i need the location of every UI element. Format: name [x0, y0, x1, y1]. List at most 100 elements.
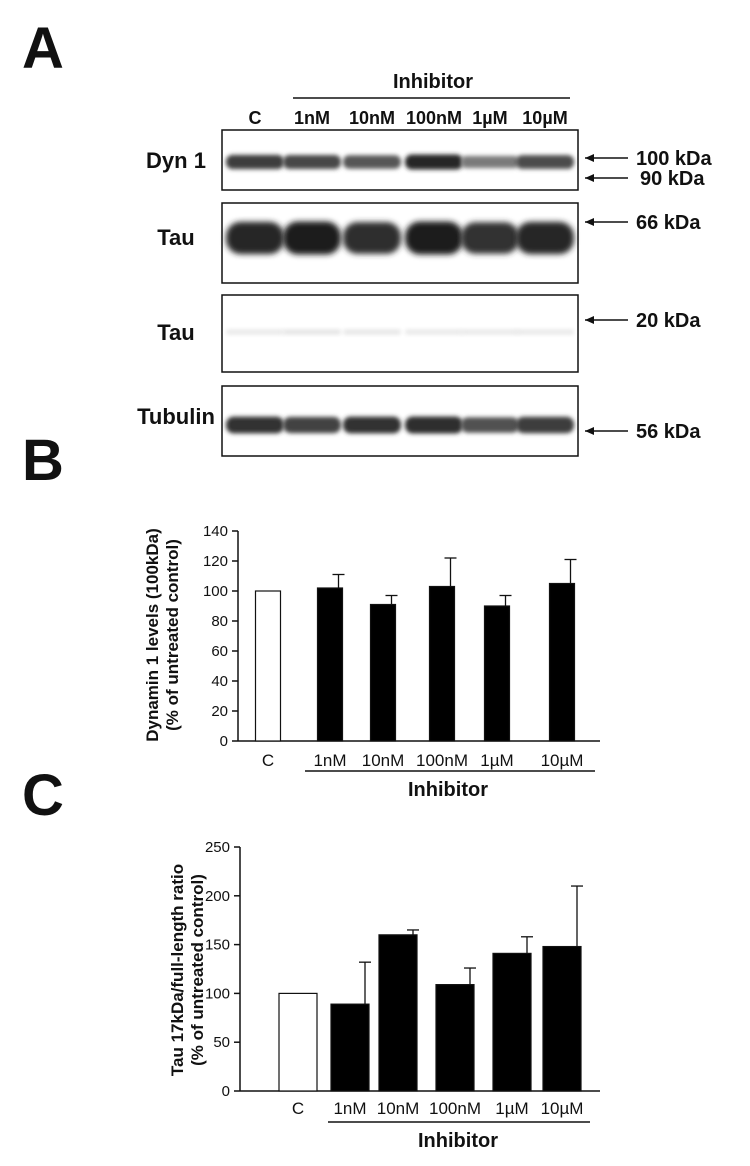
bar: [483, 605, 511, 742]
blot-row: Tau 66 kDa: [157, 202, 701, 284]
blot-lane-labels: C 1nM 10nM 100nM 1µM 10µM: [249, 108, 568, 128]
x-tick-label: 10µM: [541, 1099, 584, 1118]
y-tick-label: 60: [211, 643, 228, 660]
marker-arrowhead: [585, 154, 594, 162]
blot-band: [461, 329, 519, 335]
blot-band: [461, 222, 519, 254]
marker-label: 100 kDa: [636, 148, 712, 170]
chart-b-ylabel-line2: (% of untreated control): [163, 539, 182, 731]
blot-lane-label: 10nM: [349, 108, 395, 128]
blot-row-label: Tubulin: [137, 404, 215, 429]
blot-band: [226, 329, 284, 335]
blot-band: [343, 222, 401, 254]
x-tick-label: 10nM: [377, 1099, 420, 1118]
x-tick-label: 10µM: [541, 751, 584, 770]
blot-band: [283, 221, 341, 255]
y-tick-label: 0: [222, 1083, 230, 1100]
blot-row-label: Tau: [157, 225, 194, 250]
y-tick-label: 0: [220, 733, 228, 750]
bar: [435, 984, 475, 1092]
marker-label: 90 kDa: [640, 168, 705, 190]
y-tick-label: 50: [213, 1034, 230, 1051]
y-tick-label: 20: [211, 703, 228, 720]
x-tick-label: 1µM: [495, 1099, 528, 1118]
y-tick-label: 140: [203, 523, 228, 540]
marker-label: 66 kDa: [636, 212, 701, 234]
bar: [369, 603, 397, 742]
y-tick-label: 40: [211, 673, 228, 690]
blot-lane-label: 10µM: [522, 108, 567, 128]
blot-row: Tau 20 kDa: [157, 294, 701, 373]
chart-dynamin-levels: Dynamin 1 levels (100kDa) (% of untreate…: [143, 523, 600, 801]
blot-band: [405, 221, 463, 255]
blot-band: [461, 155, 519, 169]
blot-lane-label: C: [249, 108, 262, 128]
blot-band: [343, 155, 401, 169]
western-blot: Inhibitor C 1nM 10nM 100nM 1µM 10µM Dyn 1 100 …: [137, 71, 712, 457]
blot-band: [405, 329, 463, 335]
chart-c-ylabel: Tau 17kDa/full-length ratio (% of untrea…: [168, 864, 207, 1076]
blot-band: [343, 329, 401, 335]
blot-band: [516, 221, 574, 255]
bar: [492, 952, 532, 1092]
y-tick-label: 80: [211, 613, 228, 630]
x-tick-label: 1nM: [313, 751, 346, 770]
panel-label-c: C: [22, 763, 64, 828]
blot-row-label: Tau: [157, 320, 194, 345]
chart-c-xlabel: Inhibitor: [418, 1130, 498, 1152]
blot-lane-label: 1µM: [472, 108, 507, 128]
chart-c-ylabel-line1: Tau 17kDa/full-length ratio: [168, 864, 187, 1076]
x-tick-label: 100nM: [416, 751, 468, 770]
x-tick-label: 100nM: [429, 1099, 481, 1118]
marker-arrowhead: [585, 218, 594, 226]
blot-band: [283, 329, 341, 335]
blot-band: [226, 221, 284, 255]
chart-b-ylabel: Dynamin 1 levels (100kDa) (% of untreate…: [143, 528, 182, 742]
blot-band: [343, 416, 401, 434]
x-tick-label: 1nM: [333, 1099, 366, 1118]
blot-band: [226, 154, 284, 170]
blot-band: [516, 416, 574, 434]
marker-arrowhead: [585, 427, 594, 435]
blot-lane-label: 100nM: [406, 108, 462, 128]
bar: [428, 585, 456, 742]
panel-label-a: A: [22, 16, 64, 81]
chart-b-ylabel-line1: Dynamin 1 levels (100kDa): [143, 528, 162, 742]
blot-row-label: Dyn 1: [146, 148, 206, 173]
blot-band: [226, 416, 284, 434]
bar: [316, 587, 344, 742]
bar: [330, 1003, 370, 1092]
blot-lane-label: 1nM: [294, 108, 330, 128]
panel-label-b: B: [22, 428, 64, 493]
x-tick-label: 10nM: [362, 751, 405, 770]
blot-band: [283, 416, 341, 434]
blot-row: Tubulin 56 kDa: [137, 385, 701, 457]
x-tick-label: C: [292, 1099, 304, 1118]
chart-b-xlabel: Inhibitor: [408, 779, 488, 801]
x-tick-label: C: [262, 751, 274, 770]
y-tick-label: 100: [203, 583, 228, 600]
y-tick-label: 200: [205, 888, 230, 905]
marker-label: 20 kDa: [636, 310, 701, 332]
blot-band: [516, 329, 574, 335]
blot-band: [283, 155, 341, 169]
blot-band: [461, 417, 519, 433]
y-tick-label: 150: [205, 937, 230, 954]
x-tick-label: 1µM: [480, 751, 513, 770]
marker-arrowhead: [585, 316, 594, 324]
bar: [542, 945, 582, 1092]
chart-c-ylabel-line2: (% of untreated control): [188, 874, 207, 1066]
marker-label: 56 kDa: [636, 421, 701, 443]
bar: [278, 992, 318, 1092]
bar: [254, 590, 282, 742]
blot-band: [516, 155, 574, 169]
blot-band: [405, 154, 463, 170]
y-tick-label: 100: [205, 985, 230, 1002]
chart-tau-ratio: Tau 17kDa/full-length ratio (% of untrea…: [168, 839, 600, 1152]
y-tick-label: 120: [203, 553, 228, 570]
y-tick-label: 250: [205, 839, 230, 856]
marker-arrowhead: [585, 174, 594, 182]
